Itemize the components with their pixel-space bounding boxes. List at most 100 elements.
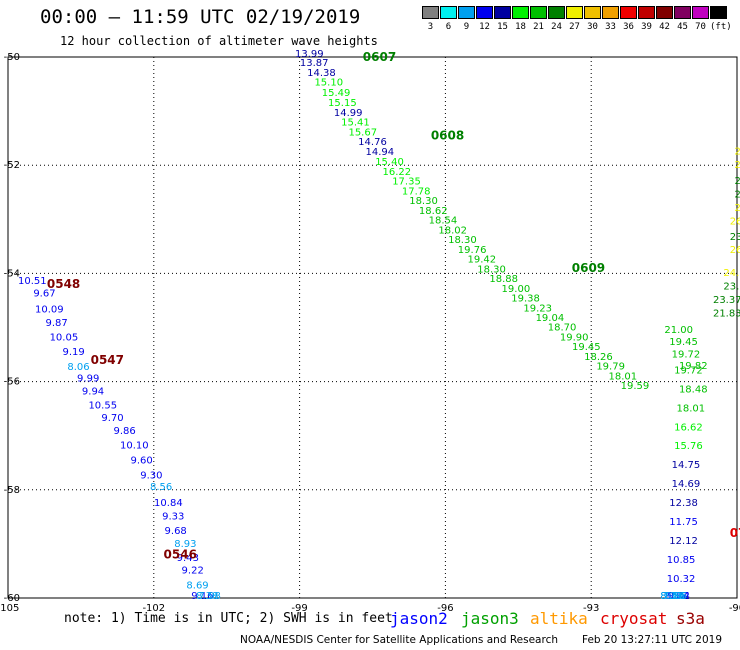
swh-value-label: 15.49	[322, 88, 351, 99]
legend-swatch	[620, 6, 637, 19]
swh-value-label: 14.69	[672, 479, 701, 490]
swh-value-label: 9.70	[101, 413, 123, 424]
swh-value-label: 9.87	[45, 318, 67, 329]
swh-value-label: 15.10	[314, 78, 343, 89]
legend-label: 12	[479, 22, 490, 32]
legend-swatch	[548, 6, 565, 19]
swh-value-label: 10.55	[88, 401, 117, 412]
legend-swatch	[710, 6, 727, 19]
y-tick-label: -50	[4, 52, 20, 63]
pass-time-label: 0547	[91, 353, 124, 367]
swh-value-label: 8.19	[660, 591, 682, 602]
swh-value-label: 15.41	[341, 118, 370, 129]
swh-value-label: 7.56	[663, 591, 685, 602]
swh-value-label: 19.72	[674, 365, 703, 376]
pass-time-label: 0548	[47, 277, 80, 291]
sat-label-cryosat: cryosat	[600, 609, 668, 628]
swh-value-label: 19.90	[560, 332, 589, 343]
legend-swatch	[692, 6, 709, 19]
legend-swatch	[530, 6, 547, 19]
swh-value-label: 14.76	[358, 137, 387, 148]
swh-value-label: 23.9	[723, 282, 740, 293]
x-tick-label: -102	[142, 603, 165, 614]
swh-value-label: 18.88	[489, 274, 518, 285]
swh-value-label: 19.82	[679, 361, 708, 372]
pass-time-label: 0546	[164, 548, 197, 562]
swh-value-label: 24.3	[723, 268, 740, 279]
legend-swatch	[674, 6, 691, 19]
swh-value-label: 14.99	[334, 108, 363, 119]
legend-label: 6	[445, 22, 452, 32]
swh-value-label: 7.14	[663, 591, 685, 602]
swh-value-label: 26.1	[730, 245, 740, 256]
legend-swatch	[566, 6, 583, 19]
swh-value-label: 9.30	[140, 470, 162, 481]
legend-label: 39	[641, 22, 652, 32]
sat-label-s3a: s3a	[676, 609, 705, 628]
footer-note: note: 1) Time is in UTC; 2) SWH is in fe…	[64, 611, 393, 626]
swh-value-label: 19.72	[672, 349, 701, 360]
legend-label: 18	[515, 22, 526, 32]
swh-value-label: 18.30	[409, 196, 438, 207]
legend-label: 15	[497, 22, 508, 32]
swh-value-label: 15.40	[375, 157, 404, 168]
swh-value-label: 8.06	[67, 362, 89, 373]
swh-value-label: 25	[735, 160, 740, 171]
y-tick-label: -56	[4, 377, 20, 388]
swh-value-label: 13.87	[300, 58, 329, 69]
legend-swatch	[512, 6, 529, 19]
swh-value-label: 18.30	[448, 235, 477, 246]
legend-label: 70	[695, 22, 706, 32]
swh-value-label: 16.62	[674, 422, 703, 433]
legend-swatch	[584, 6, 601, 19]
swh-value-label: 14.38	[307, 68, 336, 79]
swh-value-label: 19.38	[511, 294, 540, 305]
swh-value-label: 10.05	[50, 332, 79, 343]
swh-value-label: 8.93	[174, 539, 196, 550]
legend-label: 36	[623, 22, 634, 32]
swh-value-label: 13.99	[295, 49, 324, 60]
swh-value-label: 9.60	[131, 455, 153, 466]
legend-swatch	[602, 6, 619, 19]
swh-value-label: 19.00	[502, 284, 531, 295]
swh-value-label: 18.26	[584, 352, 613, 363]
swh-value-label: 19.76	[458, 245, 487, 256]
legend-label: 42	[659, 22, 670, 32]
swh-value-label: 18.48	[679, 384, 708, 395]
swh-value-label: 10.32	[667, 574, 696, 585]
legend-label: 21	[533, 22, 544, 32]
swh-value-label: 11.75	[669, 517, 698, 528]
swh-value-label: 9.67	[33, 289, 55, 300]
legend-label: (ft)	[710, 22, 732, 32]
swh-value-label: 18.70	[548, 323, 577, 334]
chart-title: 00:00 – 11:59 UTC 02/19/2019	[40, 6, 361, 28]
swh-value-label: 24	[735, 176, 740, 187]
swh-value-label: 19.42	[468, 255, 497, 266]
plot-frame	[7, 56, 738, 599]
pass-time-label: 0607	[363, 50, 396, 64]
swh-value-label: 9.68	[165, 526, 187, 537]
swh-value-label: 9.74	[668, 591, 690, 602]
swh-value-label: 14.75	[672, 460, 701, 471]
swh-value-label: 7.98	[199, 591, 221, 602]
swh-value-label: 9.19	[62, 347, 84, 358]
chart-subtitle: 12 hour collection of altimeter wave hei…	[60, 34, 378, 48]
swh-value-label: 10.09	[35, 304, 64, 315]
swh-value-label: 17.78	[402, 186, 431, 197]
swh-value-label: 15.15	[328, 98, 357, 109]
swh-value-label: 10.85	[667, 555, 696, 566]
legend-label: 33	[605, 22, 616, 32]
swh-value-label: 17.35	[392, 177, 421, 188]
swh-value-label: 9.18	[665, 591, 687, 602]
credit-line: NOAA/NESDIS Center for Satellite Applica…	[240, 634, 558, 646]
sat-label-jason2: jason2	[390, 609, 448, 628]
legend-swatch	[440, 6, 457, 19]
swh-value-label: 12.12	[669, 536, 698, 547]
swh-value-label: 19.23	[523, 303, 552, 314]
swh-value-label: 9.72	[668, 591, 690, 602]
swh-value-label: 12.38	[669, 498, 698, 509]
y-tick-label: -58	[4, 485, 20, 496]
sat-label-jason3: jason3	[461, 609, 519, 628]
pass-time-label: 0609	[572, 261, 605, 275]
